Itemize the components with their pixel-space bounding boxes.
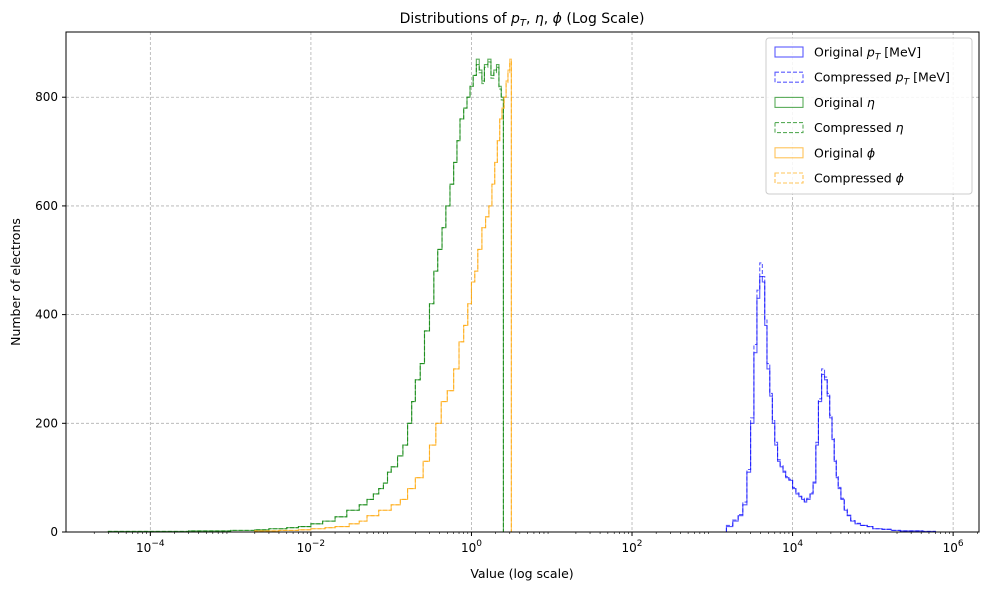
legend-swatch [774,122,804,134]
series-phi-compressed [254,61,512,532]
x-axis-ticks: 10−4 10−2 100 102 104 106 [93,532,978,555]
legend-label: Compressed pT [MeV] [814,70,950,88]
y-tick-label: 800 [35,90,58,104]
legend-swatch [774,46,804,58]
legend-swatch [774,96,804,108]
series-pT-compressed [725,262,950,533]
legend-entry: Original pT [MeV] [774,45,921,63]
legend-entry: Compressed η [774,120,904,135]
legend-label: Original η [814,95,875,110]
x-tick-label: 102 [622,539,643,555]
legend-swatch [774,172,804,184]
legend-label: Original pT [MeV] [814,45,921,63]
x-tick-label: 106 [943,539,964,555]
legend-label: Original ϕ [814,145,875,160]
y-axis-ticks: 0 200 400 600 800 [35,90,66,539]
y-tick-label: 0 [50,525,58,539]
legend: Original pT [MeV] Compressed pT [MeV] Orig… [765,37,973,195]
legend-entry: Original ϕ [774,145,875,160]
legend-swatch [774,147,804,159]
legend-label: Compressed η [814,120,904,135]
series-layer [107,58,950,533]
plot-frame [65,31,980,533]
x-tick-label: 104 [782,539,803,555]
legend-swatch [774,71,804,83]
legend-entry: Original η [774,95,875,110]
y-axis-label: Number of electrons [8,218,23,346]
x-tick-label: 10−2 [297,539,326,555]
x-tick-label: 10−4 [136,539,165,555]
legend-label: Compressed ϕ [814,171,904,186]
chart-title: Distributions of pT, η, ϕ (Log Scale) [400,11,645,29]
legend-box [765,37,973,195]
legend-entry: Compressed pT [MeV] [774,70,950,88]
y-tick-label: 200 [35,416,58,430]
x-axis-label: Value (log scale) [470,566,573,581]
y-tick-label: 400 [35,308,58,322]
x-tick-label: 100 [461,539,482,555]
y-tick-label: 600 [35,199,58,213]
legend-entry: Compressed ϕ [774,171,904,186]
